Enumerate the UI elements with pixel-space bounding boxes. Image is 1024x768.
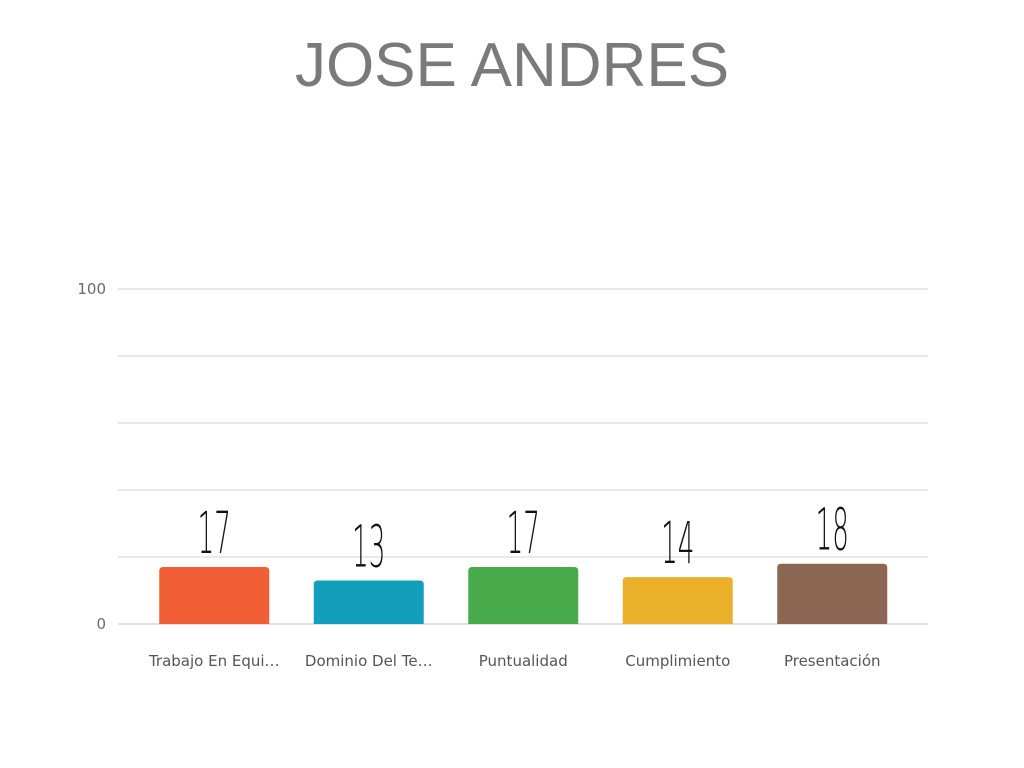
bar <box>468 567 579 624</box>
bar <box>777 563 888 624</box>
bar <box>313 580 424 624</box>
data-labels: 17 13 17 14 18 <box>198 496 849 581</box>
data-label: 13 <box>352 512 385 580</box>
y-axis-ticks: 0 100 <box>77 280 106 633</box>
category-labels: Trabajo En Equi… Dominio Del Te… Puntualid… <box>148 652 881 670</box>
data-label: 17 <box>198 499 231 567</box>
category-label: Presentación <box>784 652 881 670</box>
bars <box>159 563 888 624</box>
data-label: 17 <box>507 499 540 567</box>
y-tick-label: 0 <box>96 615 106 633</box>
category-label: Dominio Del Te… <box>305 652 433 670</box>
y-tick-label: 100 <box>77 280 106 298</box>
bar <box>159 567 270 624</box>
category-label: Trabajo En Equi… <box>148 652 280 670</box>
category-label: Puntualidad <box>479 652 568 670</box>
category-label: Cumplimiento <box>625 652 730 670</box>
data-label: 14 <box>661 509 694 577</box>
bar <box>622 577 733 624</box>
chart-title: JOSE ANDRES <box>294 31 730 100</box>
data-label: 18 <box>816 496 849 564</box>
